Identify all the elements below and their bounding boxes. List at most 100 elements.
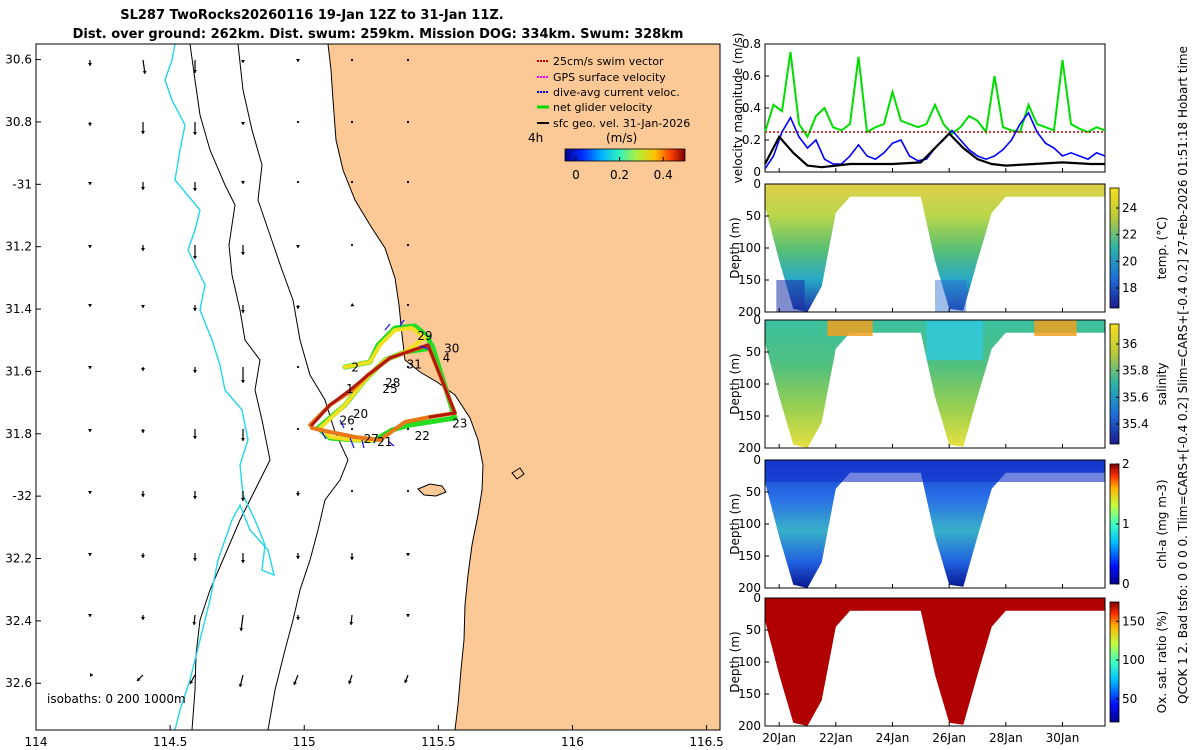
map-frame (35, 43, 721, 731)
depth-ytick-label: 200 (738, 719, 761, 733)
geo-vel-dot (406, 180, 410, 184)
geo-vel-arrowhead (241, 122, 245, 125)
land-mass (327, 44, 720, 730)
depth-ytick-label: 150 (738, 687, 761, 701)
geo-vel-arrowhead (193, 370, 197, 373)
depth-colorbar-label: Ox. sat. ratio (%) (1155, 611, 1169, 713)
day-label: 25 (382, 382, 397, 396)
geo-vel-dot (406, 243, 410, 247)
velocity-panel: 0 0.2 0.4 0.6 0.8 velocity magnitude (m/s) (731, 33, 1106, 184)
figure-title-line2: Dist. over ground: 262km. Dist. swum: 25… (73, 27, 684, 42)
geo-vel-dot (350, 427, 354, 431)
geo-vel-arrowhead (193, 558, 197, 561)
geo-vel-arrowhead (193, 70, 197, 73)
day-label: 23 (452, 417, 467, 431)
geo-vel-dot (296, 365, 300, 369)
velocity-ylabel: velocity magnitude (m/s) (731, 33, 745, 184)
depth-ytick-label: 100 (738, 241, 761, 255)
map-xtick-label: 115.5 (421, 735, 455, 749)
day-label: 27 (364, 432, 379, 446)
geo-vel-arrowhead (141, 555, 145, 558)
geo-vel-arrowhead (88, 123, 92, 126)
legend-swim: 25cm/s swim vector (553, 55, 664, 68)
geo-vel-dot (350, 489, 354, 493)
geo-vel-arrowhead (193, 132, 197, 135)
depth-panel: 0 50 100 150 200 Depth (m) 0 1 2 chl-a (mg m-3) (728, 453, 1169, 595)
velocity-series-line (764, 51, 1106, 139)
velocity-ytick-label: 0.4 (742, 101, 761, 115)
geo-vel-dot (296, 427, 300, 431)
velocity-ytick-label: 0.8 (742, 37, 761, 51)
depth-colorbar-label: chl-a (mg m-3) (1155, 479, 1169, 568)
isobath-1000m (189, 44, 271, 730)
geo-vel-arrowhead (141, 305, 145, 308)
geo-vel-arrowhead (141, 617, 145, 620)
depth-colorbar-tick-label: 50 (1122, 692, 1137, 706)
map-ytick-label: 31.8 (5, 427, 32, 441)
legend-current: dive-avg current veloc. (553, 86, 680, 99)
geo-vel-arrowhead (88, 491, 92, 494)
low-salinity-core (926, 320, 984, 360)
map-x-axis: 114 114.5 115 115.5 116 116.5 (25, 725, 724, 749)
isobaths-label: isobaths: 0 200 1000m (47, 692, 186, 706)
geo-vel-arrowhead (241, 438, 245, 441)
geo-vel-arrowhead (193, 308, 197, 311)
glider-track (308, 323, 458, 443)
legend-net: net glider velocity (553, 101, 653, 114)
geo-vel-dot (406, 120, 410, 124)
geo-vel-arrowhead (141, 494, 145, 497)
geo-vel-arrowhead (241, 181, 245, 184)
day-label: 29 (417, 329, 432, 343)
day-label: 30 (444, 342, 459, 356)
map-ytick-label: 30.6 (5, 53, 32, 67)
geo-vel-arrowhead (296, 617, 300, 620)
geo-vel-arrowhead (241, 560, 245, 563)
geo-vel-arrowhead (142, 70, 147, 74)
depth-colorbar (1109, 601, 1120, 723)
depth-ytick-label: 0 (753, 177, 761, 191)
map-xtick-label: 116.5 (689, 735, 723, 749)
depth-colorbar-tick-label: 2 (1122, 457, 1130, 471)
velocity-axes (764, 43, 1106, 173)
geo-vel-dot (296, 120, 300, 124)
legend-4h: 4h (528, 131, 543, 145)
geo-vel-arrowhead (193, 256, 197, 259)
velocity-ytick-label: 0 (753, 165, 761, 179)
depth-ylabel: Depth (m) (728, 217, 742, 278)
geo-vel-arrowhead (241, 252, 245, 255)
depth-ytick-label: 200 (738, 581, 761, 595)
current-vectors (321, 319, 429, 449)
time-xtick-label: 20Jan (762, 731, 796, 745)
high-salinity-surface (827, 320, 873, 336)
map-legend: 25cm/s swim vector GPS surface velocity … (528, 55, 690, 182)
figure-title-line1: SL287 TwoRocks20260116 19-Jan 12Z to 31-… (120, 8, 504, 23)
legend-gps: GPS surface velocity (553, 71, 666, 84)
day-label: 1 (346, 382, 354, 396)
depth-colorbar (1109, 323, 1120, 445)
depth-ytick-label: 100 (738, 377, 761, 391)
map-ytick-label: -32 (12, 489, 32, 503)
cold-deep-water (935, 280, 967, 312)
depth-ytick-label: 150 (738, 273, 761, 287)
geo-vel-arrowhead (241, 498, 245, 501)
velocity-y-axis: 0 0.2 0.4 0.6 0.8 (742, 37, 769, 179)
geo-vel-arrowhead (88, 429, 92, 432)
map-xtick-label: 115 (293, 735, 316, 749)
map-colorbar-ticks: 0 0.2 0.4 (572, 157, 673, 182)
map-colorbar-tick-label: 0 (572, 168, 580, 182)
depth-ytick-label: 100 (738, 655, 761, 669)
geo-vel-dot (350, 120, 354, 124)
geo-vel-arrowhead (141, 248, 145, 251)
depth-colorbar-tick-label: 24 (1122, 201, 1137, 215)
geo-vel-arrowhead (349, 621, 354, 625)
map-colorbar-tick-label: 0.2 (610, 168, 629, 182)
geo-vel-arrowhead (293, 681, 297, 685)
depth-ytick-label: 0 (753, 453, 761, 467)
geo-vel-dot (350, 243, 354, 247)
depth-panel: 0 50 100 150 200 Depth (m) 35.4 35.6 35.8 36 salin… (728, 313, 1169, 455)
depth-ytick-label: 100 (738, 517, 761, 531)
depth-panel: 0 50 100 150 200 Depth (m) 50 100 150 Ox. sat. ra… (728, 591, 1169, 733)
geo-vel-arrowhead (192, 621, 197, 625)
map-colorbar-label: (m/s) (606, 131, 637, 145)
island (417, 483, 447, 497)
